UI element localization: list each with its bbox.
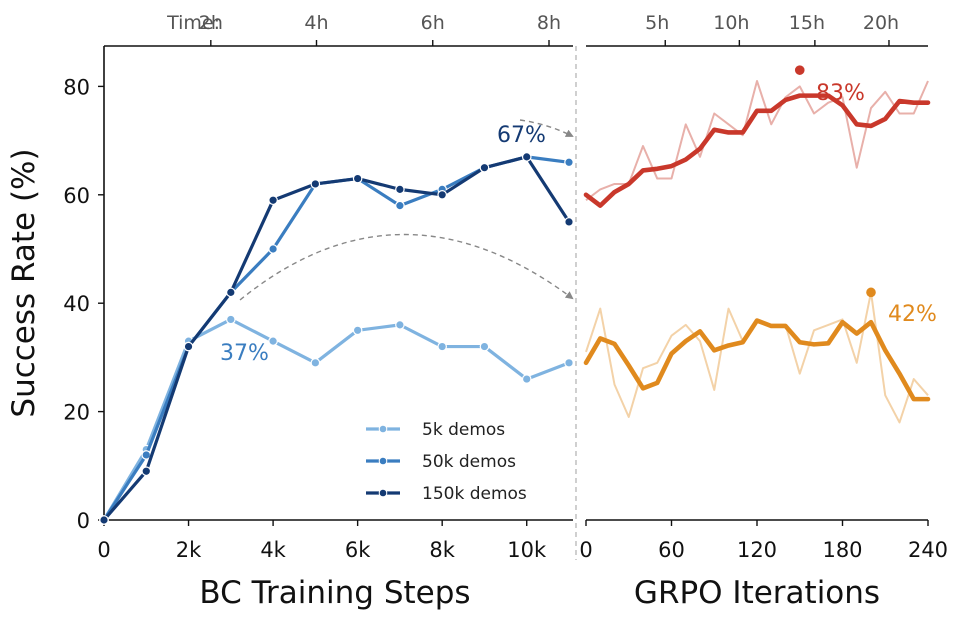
peak-marker-orange xyxy=(866,287,876,298)
point-150k xyxy=(226,287,236,298)
smooth-line-red xyxy=(583,93,931,208)
top-tick-label: 20h xyxy=(863,12,899,34)
left-x-tick-label: 0 xyxy=(97,538,110,562)
annotation-37: 37% xyxy=(220,341,269,366)
left-x-tick-label: 4k xyxy=(260,538,286,562)
point-150k xyxy=(564,217,574,227)
point-5k xyxy=(352,325,363,336)
point-150k xyxy=(521,152,532,162)
point-5k xyxy=(521,374,532,384)
point-150k xyxy=(395,184,405,195)
legend-label-5k: 5k demos xyxy=(422,420,505,440)
left-x-tick-label: 8k xyxy=(429,538,455,562)
point-50k xyxy=(268,244,278,254)
series-line-150k xyxy=(102,155,571,522)
legend-label-150k: 150k demos xyxy=(422,484,527,504)
point-150k xyxy=(437,190,447,200)
legend-entry-150k: 150k demos xyxy=(366,484,527,504)
peak-marker-red xyxy=(794,65,805,75)
top-tick-label: 5h xyxy=(645,12,669,34)
right-x-axis-title: GRPO Iterations xyxy=(634,575,880,611)
point-5k xyxy=(226,314,236,325)
top-tick-label: 10h xyxy=(713,12,749,34)
point-50k xyxy=(395,200,405,211)
left-x-axis-title: BC Training Steps xyxy=(199,575,470,611)
legend-entry-5k: 5k demos xyxy=(366,420,505,440)
time-axis-prefix: Time: xyxy=(166,12,220,34)
top-tick-label: 6h xyxy=(421,12,445,34)
left-ticks: 0 20 40 60 80 0 2k 4k 6k 8k 10k 2h 4h 6h 8h xyxy=(63,12,561,562)
raw-line-orange xyxy=(585,291,929,424)
y-tick-label: 20 xyxy=(63,401,90,425)
point-150k xyxy=(352,173,363,184)
left-series-group xyxy=(99,152,574,525)
transfer-arrow-bottom xyxy=(239,233,574,301)
right-x-tick-label: 120 xyxy=(737,538,777,562)
legend: 5k demos 50k demos 150k demos xyxy=(366,420,527,504)
raw-line-red xyxy=(585,79,929,202)
point-150k xyxy=(479,162,490,173)
right-x-tick-label: 240 xyxy=(908,538,948,562)
point-50k xyxy=(564,157,574,168)
y-axis-title: Success Rate (%) xyxy=(6,148,42,417)
transfer-arrow-top xyxy=(519,119,574,137)
point-150k xyxy=(141,466,152,477)
smooth-line-orange xyxy=(583,318,931,402)
top-tick-label: 15h xyxy=(789,12,825,34)
legend-label-50k: 50k demos xyxy=(422,452,516,472)
point-150k xyxy=(183,341,194,352)
point-150k xyxy=(268,195,278,206)
point-5k xyxy=(564,358,574,368)
y-tick-label: 60 xyxy=(63,184,90,208)
y-tick-label: 80 xyxy=(63,75,90,99)
legend-entry-50k: 50k demos xyxy=(366,452,516,472)
annotation-42: 42% xyxy=(888,302,937,327)
point-5k xyxy=(268,336,278,346)
y-tick-label: 0 xyxy=(77,509,90,533)
left-x-tick-label: 2k xyxy=(176,538,202,562)
legend-marker-50k xyxy=(378,456,388,466)
y-tick-label: 40 xyxy=(63,292,90,316)
top-tick-label: 8h xyxy=(537,12,561,34)
series-line-5k xyxy=(102,317,570,521)
point-5k xyxy=(479,341,490,352)
point-150k xyxy=(310,179,321,189)
left-x-tick-label: 10k xyxy=(507,538,547,562)
right-x-tick-label: 180 xyxy=(822,538,862,562)
legend-marker-5k xyxy=(378,424,388,434)
legend-marker-150k xyxy=(378,488,388,498)
top-tick-label: 4h xyxy=(304,12,328,34)
point-5k xyxy=(310,358,321,368)
annotation-83: 83% xyxy=(816,81,865,106)
top-tick-label: 2h xyxy=(199,12,223,34)
right-x-tick-label: 0 xyxy=(579,538,592,562)
point-150k xyxy=(99,515,109,525)
right-x-tick-label: 60 xyxy=(658,538,685,562)
point-5k xyxy=(437,341,447,352)
right-ticks: 0 60 120 180 240 5h 10h 15h 20h xyxy=(579,12,948,562)
annotation-67: 67% xyxy=(497,123,546,148)
left-x-tick-label: 6k xyxy=(345,538,371,562)
point-5k xyxy=(395,320,405,330)
right-series-group xyxy=(583,65,931,424)
